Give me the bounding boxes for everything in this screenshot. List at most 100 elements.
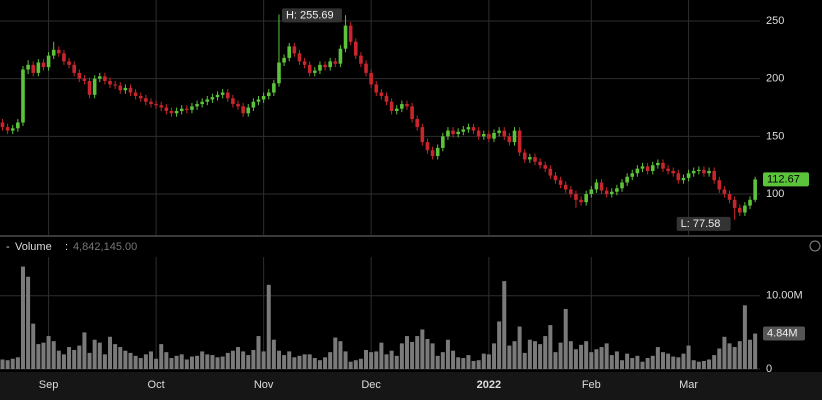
candle-body [307, 64, 312, 73]
volume-bar [522, 352, 527, 369]
candle-body [318, 64, 322, 71]
volume-bar [507, 345, 512, 369]
volume-bar [246, 355, 251, 369]
volume-bar [317, 360, 322, 369]
y-tick-label: 200 [766, 73, 784, 85]
candle-body [522, 152, 527, 160]
candle-body [215, 94, 220, 98]
volume-bar [614, 351, 619, 369]
candle-body [446, 130, 450, 137]
volume-bar [394, 355, 399, 369]
high-label-box [281, 8, 342, 23]
volume-bar [77, 345, 82, 369]
volume-bar [563, 308, 568, 369]
candle-body [82, 78, 87, 81]
x-tick-label: Mar [679, 379, 698, 391]
candle-body [466, 127, 471, 130]
candle-body [630, 173, 635, 177]
candle-body [338, 48, 343, 64]
volume-bar [241, 351, 246, 369]
candle-body [732, 199, 737, 208]
candle-body [394, 108, 399, 111]
candle-body [174, 110, 179, 114]
candle-body [558, 180, 563, 185]
candle-body [584, 194, 588, 203]
candle-body [159, 105, 164, 108]
volume-bar [466, 355, 471, 369]
candle-body [471, 127, 476, 131]
volume-bar [358, 358, 363, 369]
candle-body [77, 72, 82, 79]
volume-bar [133, 355, 138, 369]
candle-body [128, 87, 133, 93]
volume-bar [128, 352, 133, 369]
volume-bar [625, 353, 630, 369]
candle-body [435, 147, 440, 156]
volume-bar [481, 353, 486, 369]
candle-body [702, 169, 706, 174]
candle-body [461, 129, 466, 132]
candle-body [425, 142, 430, 151]
volume-bar [256, 336, 261, 369]
candle-body [41, 62, 46, 68]
volume-bar [271, 339, 276, 369]
candle-body [72, 64, 76, 73]
candle-body [553, 175, 558, 181]
volume-icon: - [6, 241, 10, 253]
candle-body [676, 173, 681, 181]
volume-bar [323, 357, 328, 369]
volume-bar [558, 342, 563, 369]
volume-bar [645, 358, 650, 369]
volume-bar [5, 360, 10, 369]
volume-bar [297, 355, 302, 369]
candle-body [348, 25, 353, 42]
x-tick-label: 2022 [477, 379, 501, 391]
volume-bar [348, 361, 353, 369]
volume-bar [82, 332, 87, 369]
last-price-label: 112.67 [767, 173, 800, 185]
volume-bar [343, 351, 348, 369]
volume-bar [573, 349, 578, 369]
candle-body [343, 25, 348, 49]
candle-body [205, 99, 210, 102]
volume-bar [138, 358, 143, 369]
candle-body [31, 64, 36, 73]
close-icon[interactable] [809, 240, 821, 252]
candle-body [297, 53, 302, 62]
volume-bar [36, 344, 41, 369]
volume-bar [87, 352, 92, 369]
volume-bar [630, 358, 635, 369]
volume-bar [650, 355, 655, 369]
candle-body [92, 78, 97, 95]
candle-body [420, 127, 425, 143]
candle-body [533, 157, 537, 162]
candle-body [220, 92, 225, 95]
volume-bar [61, 354, 66, 369]
candle-body [36, 62, 41, 73]
volume-bar [184, 359, 189, 369]
volume-bar [609, 355, 614, 369]
volume-bar [589, 352, 594, 369]
volume-bar [143, 354, 148, 369]
candle-body [149, 101, 153, 105]
candle-body [374, 84, 379, 93]
candle-body [369, 72, 373, 85]
volume-bar [440, 352, 445, 369]
volume-bar [532, 341, 537, 369]
volume-bar [118, 347, 123, 369]
volume-bar [599, 347, 604, 369]
x-tick-label: Dec [361, 379, 381, 391]
candle-body [154, 104, 158, 106]
volume-bar [676, 357, 681, 369]
candle-body [164, 107, 169, 111]
candle-body [16, 122, 20, 129]
volume-bar [579, 344, 584, 369]
candle-body [441, 136, 445, 148]
volume-bar [712, 355, 717, 369]
candle-body [195, 104, 199, 107]
x-tick-label: Oct [148, 379, 165, 391]
x-axis-band [0, 372, 822, 400]
last-price-box [763, 172, 809, 187]
candle-body [563, 184, 568, 190]
volume-bar [737, 341, 742, 369]
